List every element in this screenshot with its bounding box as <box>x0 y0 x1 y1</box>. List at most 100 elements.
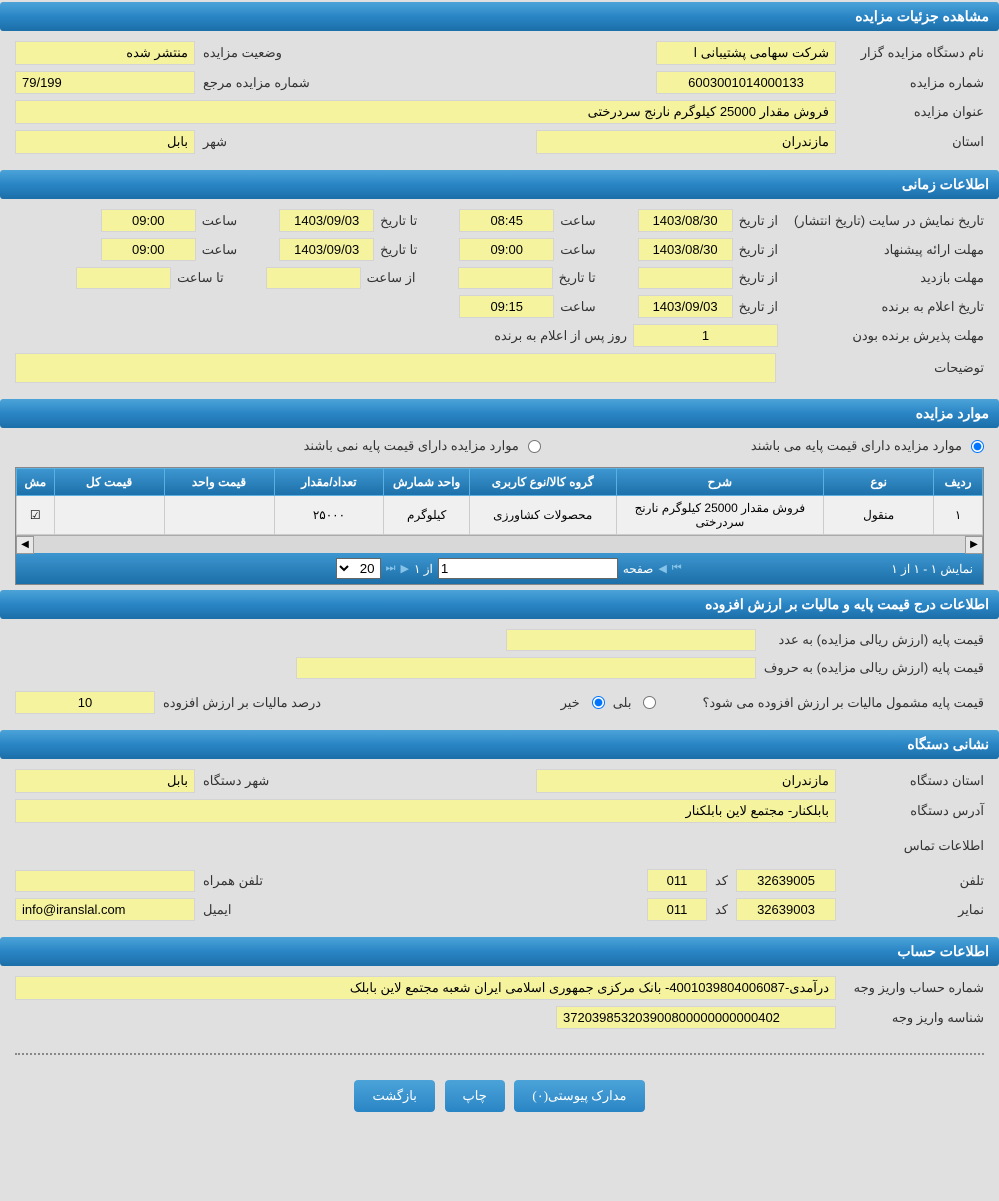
pager-next-icon[interactable]: ▶ <box>400 562 408 575</box>
from-date-label-4: از تاریخ <box>739 299 778 315</box>
email-field: info@iranslal.com <box>15 898 195 921</box>
from-date-label-1: از تاریخ <box>739 213 778 229</box>
visit-from-time <box>266 267 361 289</box>
base-price-form: قیمت پایه (ارزش ریالی مزایده) به عدد قیم… <box>0 621 999 728</box>
scrollbar-left-arrow[interactable]: ◀ <box>16 536 34 554</box>
pager-per-page-select[interactable]: 20 <box>336 558 381 579</box>
vat-yes-radio[interactable] <box>643 696 656 709</box>
to-date-label-3: تا تاریخ <box>559 270 596 286</box>
mobile-label: تلفن همراه <box>203 873 263 889</box>
time-label-3: ساعت <box>560 242 595 258</box>
phone-label: تلفن <box>844 873 984 889</box>
phone-code-field: 011 <box>647 869 707 892</box>
org-city-field: بابل <box>15 769 195 793</box>
section-time-info: اطلاعات زمانی <box>0 170 999 199</box>
table-cell: ☑ <box>17 496 55 535</box>
city-field: بابل <box>15 130 195 154</box>
status-label: وضعیت مزایده <box>203 45 282 61</box>
fax-field: 32639003 <box>736 898 836 921</box>
ref-no-field: 79/199 <box>15 71 195 94</box>
account-info-form: شماره حساب واریز وجه درآمدی-400103980400… <box>0 968 999 1043</box>
divider <box>15 1053 984 1055</box>
attachments-button[interactable]: مدارک پیوستی(۰) <box>514 1080 644 1112</box>
visit-from-date <box>638 267 733 289</box>
winner-accept-days: 1 <box>633 324 778 347</box>
scrollbar-right-arrow[interactable]: ▶ <box>965 536 983 554</box>
section-auction-items: موارد مزایده <box>0 399 999 428</box>
deposit-no-field: درآمدی-4001039804006087- بانک مرکزی جمهو… <box>15 976 836 1000</box>
province-field: مازندران <box>536 130 836 154</box>
print-button[interactable]: چاپ <box>445 1080 505 1112</box>
publish-to-date: 1403/09/03 <box>279 209 374 232</box>
phone-code-label: کد <box>715 873 728 889</box>
col-doc: مش <box>17 469 55 496</box>
table-cell <box>54 496 164 535</box>
vat-yes-label: بلی <box>613 695 632 711</box>
button-row: مدارک پیوستی(۰) چاپ بازگشت <box>0 1065 999 1127</box>
section-auction-details: مشاهده جزئیات مزایده <box>0 2 999 31</box>
to-time-label: تا ساعت <box>177 270 224 286</box>
fax-code-field: 011 <box>647 898 707 921</box>
org-address-field: بابلکنار- مجتمع لاین بابلکنار <box>15 799 836 823</box>
col-desc: شرح <box>616 469 824 496</box>
status-field: منتشر شده <box>15 41 195 65</box>
to-date-label-1: تا تاریخ <box>380 213 417 229</box>
base-price-radio-row: موارد مزایده دارای قیمت پایه می باشند مو… <box>0 430 999 462</box>
to-date-label-2: تا تاریخ <box>380 242 417 258</box>
col-total-price: قیمت کل <box>54 469 164 496</box>
pager-last-icon[interactable]: ⏭ <box>386 562 396 575</box>
org-province-label: استان دستگاه <box>844 773 984 789</box>
vat-percent-field: 10 <box>15 691 155 714</box>
auction-no-label: شماره مزایده <box>844 75 984 91</box>
publish-label: تاریخ نمایش در سایت (تاریخ انتشار) <box>784 213 984 229</box>
items-table-container: ردیف نوع شرح گروه کالا/نوع کاربری واحد ش… <box>15 467 984 585</box>
proposal-from-time: 09:00 <box>459 238 554 261</box>
pager-page-label: صفحه <box>623 562 653 576</box>
publish-to-time: 09:00 <box>101 209 196 232</box>
pager-bar: نمایش ۱ - ۱ از ۱ ⏮ ◀ صفحه از ۱ ▶ ⏭ 20 <box>16 553 983 584</box>
vat-no-radio[interactable] <box>592 696 605 709</box>
base-num-field <box>506 629 756 651</box>
time-label-4: ساعت <box>202 242 237 258</box>
time-label-2: ساعت <box>202 213 237 229</box>
publish-from-time: 08:45 <box>459 209 554 232</box>
pager-display: نمایش ۱ - ۱ از ۱ <box>891 562 973 576</box>
title-field: فروش مقدار 25000 کیلوگرم نارنج سردرختی <box>15 100 836 124</box>
city-label: شهر <box>203 134 227 150</box>
radio-no-base[interactable] <box>528 440 541 453</box>
items-table: ردیف نوع شرح گروه کالا/نوع کاربری واحد ش… <box>16 468 983 535</box>
auction-no-field: 6003001014000133 <box>656 71 836 94</box>
base-text-field <box>296 657 756 679</box>
table-cell: ۲۵۰۰۰ <box>274 496 384 535</box>
section-base-price: اطلاعات درج قیمت پایه و مالیات بر ارزش ا… <box>0 590 999 619</box>
col-group: گروه کالا/نوع کاربری <box>469 469 616 496</box>
vat-question-label: قیمت پایه مشمول مالیات بر ارزش افزوده می… <box>702 695 984 711</box>
col-type: نوع <box>824 469 934 496</box>
table-scrollbar[interactable]: ▶ ◀ <box>16 535 983 553</box>
notes-field <box>15 353 776 383</box>
from-date-label-2: از تاریخ <box>739 242 778 258</box>
publish-from-date: 1403/08/30 <box>638 209 733 232</box>
pager-page-input[interactable] <box>438 558 618 579</box>
base-text-label: قیمت پایه (ارزش ریالی مزایده) به حروف <box>764 660 984 676</box>
ref-no-label: شماره مزایده مرجع <box>203 75 310 91</box>
section-org-address: نشانی دستگاه <box>0 730 999 759</box>
contact-info-label: اطلاعات تماس <box>904 838 984 854</box>
winner-accept-label: مهلت پذیرش برنده بودن <box>784 328 984 344</box>
col-unit-price: قیمت واحد <box>164 469 274 496</box>
visit-to-date <box>458 267 553 289</box>
pager-of-label: از ۱ <box>414 562 433 576</box>
pager-prev-icon[interactable]: ◀ <box>658 562 666 575</box>
radio-has-base[interactable] <box>971 440 984 453</box>
table-cell: ۱ <box>934 496 983 535</box>
org-name-field: شرکت سهامی پشتیبانی ا <box>656 41 836 65</box>
winner-announce-date: 1403/09/03 <box>638 295 733 318</box>
radio-has-base-label: موارد مزایده دارای قیمت پایه می باشند <box>751 438 962 454</box>
pager-first-icon[interactable]: ⏮ <box>672 562 682 575</box>
deposit-id-field: 372039853203900800000000000402 <box>556 1006 836 1029</box>
main-container: مشاهده جزئیات مزایده نام دستگاه مزایده گ… <box>0 2 999 1127</box>
radio-no-base-label: موارد مزایده دارای قیمت پایه نمی باشند <box>304 438 519 454</box>
back-button[interactable]: بازگشت <box>354 1080 434 1112</box>
table-cell: منقول <box>824 496 934 535</box>
fax-code-label: کد <box>715 902 728 918</box>
